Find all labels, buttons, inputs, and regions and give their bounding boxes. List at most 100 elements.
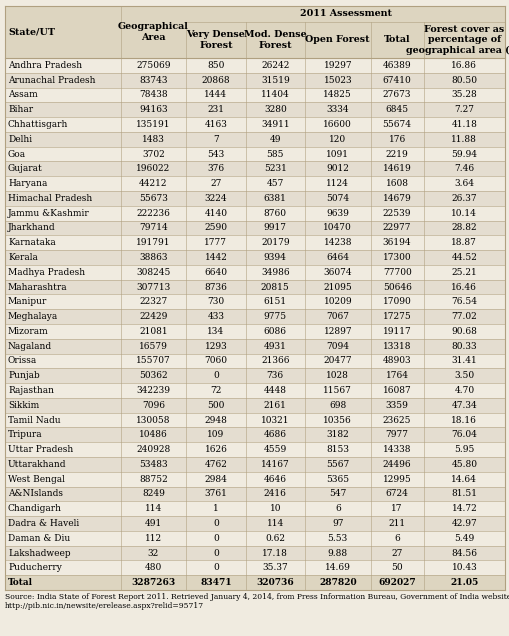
Text: 0: 0	[213, 371, 218, 380]
Text: 10.14: 10.14	[450, 209, 476, 218]
Text: 25.21: 25.21	[450, 268, 476, 277]
Text: 0: 0	[213, 534, 218, 543]
Text: 1626: 1626	[204, 445, 227, 454]
Text: 17: 17	[391, 504, 402, 513]
Bar	[5, 250, 504, 265]
Text: 55673: 55673	[139, 194, 167, 203]
Text: 12995: 12995	[382, 474, 411, 483]
Bar	[5, 368, 504, 383]
Text: 480: 480	[145, 563, 162, 572]
Text: 20477: 20477	[323, 356, 351, 366]
Text: 500: 500	[207, 401, 224, 410]
Text: 97: 97	[331, 519, 343, 528]
Bar	[5, 427, 504, 442]
Text: 55674: 55674	[382, 120, 411, 129]
Text: 18.16: 18.16	[450, 415, 476, 425]
Text: 22977: 22977	[382, 223, 411, 232]
Text: 14825: 14825	[323, 90, 352, 99]
Text: 35.37: 35.37	[262, 563, 288, 572]
Text: 19117: 19117	[382, 327, 411, 336]
Text: 5.95: 5.95	[454, 445, 474, 454]
Text: 2590: 2590	[204, 223, 227, 232]
Text: 53483: 53483	[139, 460, 167, 469]
Text: 28.82: 28.82	[450, 223, 476, 232]
Text: Geographical
Area: Geographical Area	[118, 22, 188, 42]
Text: 736: 736	[266, 371, 284, 380]
Text: 21095: 21095	[323, 282, 352, 291]
Text: 50646: 50646	[382, 282, 411, 291]
Text: 18.87: 18.87	[450, 238, 476, 247]
Text: 78438: 78438	[139, 90, 167, 99]
Text: 6151: 6151	[263, 298, 286, 307]
Text: 88752: 88752	[139, 474, 167, 483]
Bar	[423, 22, 504, 58]
Text: 77.02: 77.02	[450, 312, 476, 321]
Text: Total: Total	[383, 36, 410, 45]
Bar	[5, 339, 504, 354]
Bar	[5, 6, 121, 58]
Text: 14238: 14238	[323, 238, 351, 247]
Text: 1764: 1764	[385, 371, 408, 380]
Text: A&NIslands: A&NIslands	[8, 490, 63, 499]
Text: 47.34: 47.34	[450, 401, 476, 410]
Text: 308245: 308245	[136, 268, 171, 277]
Bar	[5, 516, 504, 531]
Text: 34911: 34911	[261, 120, 289, 129]
Text: Total: Total	[8, 578, 33, 587]
Text: 1444: 1444	[204, 90, 227, 99]
Text: 44.52: 44.52	[450, 253, 476, 262]
Text: 26242: 26242	[261, 61, 289, 70]
Text: 50: 50	[390, 563, 402, 572]
Bar	[5, 235, 504, 250]
Text: 376: 376	[207, 164, 224, 174]
Text: 5231: 5231	[263, 164, 286, 174]
Text: 1091: 1091	[326, 149, 349, 158]
Text: 1: 1	[213, 504, 218, 513]
Bar	[5, 221, 504, 235]
Text: 17275: 17275	[382, 312, 411, 321]
Text: 307713: 307713	[136, 282, 170, 291]
Text: Lakshadweep: Lakshadweep	[8, 549, 70, 558]
Text: 13318: 13318	[382, 342, 411, 350]
Text: 14619: 14619	[382, 164, 411, 174]
Text: 9917: 9917	[263, 223, 286, 232]
Text: Source: India State of Forest Report 2011. Retrieved January 4, 2014, from Press: Source: India State of Forest Report 201…	[5, 593, 509, 610]
Text: 84.56: 84.56	[450, 549, 476, 558]
Text: 114: 114	[266, 519, 284, 528]
Text: 83471: 83471	[200, 578, 231, 587]
Text: 11404: 11404	[261, 90, 289, 99]
Bar	[5, 487, 504, 501]
Text: 3702: 3702	[142, 149, 164, 158]
Text: 7060: 7060	[204, 356, 227, 366]
Text: 27: 27	[391, 549, 402, 558]
Text: Rajasthan: Rajasthan	[8, 386, 54, 395]
Text: Chandigarh: Chandigarh	[8, 504, 62, 513]
Text: Mod. Dense
Forest: Mod. Dense Forest	[243, 31, 306, 50]
Bar	[5, 191, 504, 206]
Text: 6845: 6845	[385, 105, 408, 114]
Bar	[5, 575, 504, 590]
Text: 34986: 34986	[261, 268, 289, 277]
Bar	[5, 102, 504, 117]
Text: Karnataka: Karnataka	[8, 238, 55, 247]
Text: 120: 120	[329, 135, 346, 144]
Bar	[5, 531, 504, 546]
Text: 6640: 6640	[204, 268, 227, 277]
Text: 10486: 10486	[139, 431, 167, 439]
Bar	[5, 294, 504, 309]
Bar	[5, 132, 504, 147]
Text: 2011 Assessment: 2011 Assessment	[299, 10, 391, 18]
Text: 79714: 79714	[139, 223, 167, 232]
Text: 4448: 4448	[263, 386, 286, 395]
Text: Gujarat: Gujarat	[8, 164, 43, 174]
Bar	[5, 546, 504, 560]
Text: 27: 27	[210, 179, 221, 188]
Text: 16087: 16087	[382, 386, 411, 395]
Text: 2161: 2161	[263, 401, 286, 410]
Text: 17300: 17300	[382, 253, 411, 262]
Text: 5365: 5365	[326, 474, 349, 483]
Bar	[5, 162, 504, 176]
Text: 14679: 14679	[382, 194, 411, 203]
Text: 17090: 17090	[382, 298, 411, 307]
Text: 20179: 20179	[261, 238, 289, 247]
